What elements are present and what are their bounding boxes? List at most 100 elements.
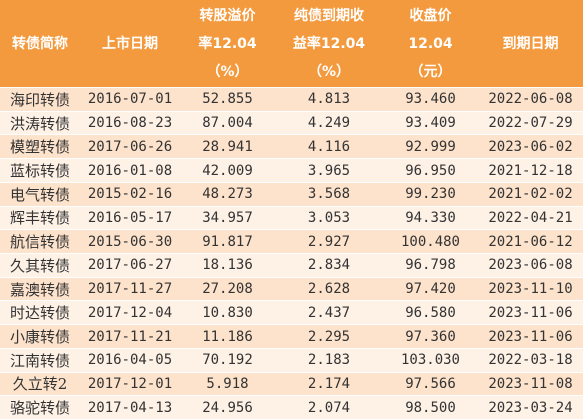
maturity-date-cell: 2021-06-12 [488,233,573,250]
header-ytm-line: 纯债到期收 [294,7,364,24]
close-price-cell: 93.460 [405,91,456,108]
listing-date-cell: 2017-12-04 [87,304,173,321]
listing-date-cell: 2016-04-05 [87,352,173,369]
listing-date-cell: 2016-05-17 [87,209,173,226]
header-close-price-line: （元） [409,63,452,80]
header-close-price-line: 12.04 [408,35,453,52]
table-row: 辉丰转债 2016-05-17 34.957 3.053 94.330 2022-04-2… [0,205,583,230]
bond-name-cell: 嘉澳转债 [9,280,70,299]
ytm-cell: 2.927 [307,233,351,250]
close-price-cell: 97.360 [405,328,456,345]
bond-name-cell: 骆驼转债 [9,399,70,418]
ytm-cell: 4.116 [307,138,351,155]
close-price-cell: 98.500 [405,399,456,416]
maturity-date-cell: 2023-11-06 [488,328,573,345]
header-close-price: 收盘价 12.04 （元） [383,0,478,87]
ytm-cell: 2.174 [307,375,351,392]
conversion-premium-cell: 34.957 [202,209,253,226]
maturity-date-cell: 2022-03-18 [488,352,573,369]
listing-date-cell: 2017-11-27 [87,281,173,298]
close-price-cell: 97.420 [405,281,456,298]
ytm-cell: 2.295 [307,328,351,345]
table-row: 时达转债 2017-12-04 10.830 2.437 96.580 2023-11-0… [0,300,583,325]
header-close-price-line: 收盘价 [409,7,452,24]
header-maturity-date: 到期日期 [478,0,583,87]
ytm-cell: 3.965 [307,162,351,179]
table-row: 航信转债 2015-06-30 91.817 2.927 100.480 2021-06-… [0,229,583,254]
conversion-premium-cell: 27.208 [202,281,253,298]
header-conversion-premium: 转股溢价率12.04 （%） [180,0,275,87]
bond-name-cell: 久立转2 [12,375,68,394]
header-bond-name-line: 转债简称 [12,35,68,52]
listing-date-cell: 2017-12-01 [87,375,173,392]
listing-date-cell: 2015-06-30 [87,233,173,250]
header-conversion-premium-line: 率12.04 [198,35,257,52]
maturity-date-cell: 2023-11-08 [488,375,573,392]
ytm-cell: 3.568 [307,186,351,203]
listing-date-cell: 2016-08-23 [87,115,173,132]
maturity-date-cell: 2021-02-02 [488,186,573,203]
listing-date-cell: 2016-07-01 [87,91,173,108]
listing-date-cell: 2017-06-27 [87,257,173,274]
conversion-premium-cell: 10.830 [202,304,253,321]
header-ytm-line: （%） [307,63,351,80]
close-price-cell: 103.030 [400,352,460,369]
maturity-date-cell: 2022-07-29 [488,115,573,132]
conversion-premium-cell: 91.817 [202,233,253,250]
table-body: 海印转债 2016-07-01 52.855 4.813 93.460 2022-06-0… [0,87,583,419]
close-price-cell: 94.330 [405,209,456,226]
close-price-cell: 97.566 [405,375,456,392]
conversion-premium-cell: 87.004 [202,115,253,132]
table-row: 海印转债 2016-07-01 52.855 4.813 93.460 2022-06-0… [0,87,583,111]
header-conversion-premium-line: 转股溢价 [199,7,256,24]
conversion-premium-cell: 42.009 [202,162,253,179]
ytm-cell: 2.628 [307,281,351,298]
bond-name-cell: 模塑转债 [9,138,70,157]
ytm-cell: 2.834 [307,257,351,274]
maturity-date-cell: 2022-04-21 [488,209,573,226]
bond-name-cell: 久其转债 [9,256,70,275]
bond-name-cell: 蓝标转债 [9,162,70,181]
table-row: 久其转债 2017-06-27 18.136 2.834 96.798 2023-06-0… [0,253,583,277]
ytm-cell: 2.437 [307,304,351,321]
header-listing-date-line: 上市日期 [102,35,158,52]
listing-date-cell: 2017-11-21 [87,328,173,345]
bond-name-cell: 电气转债 [9,185,70,204]
ytm-cell: 4.813 [307,91,351,108]
close-price-cell: 96.580 [405,304,456,321]
header-ytm-line: 益率12.04 [292,35,366,52]
bond-name-cell: 海印转债 [9,90,70,109]
table-header: 转债简称 上市日期 转股溢价率12.04 （%） 纯债到期收益率12.04 （%） 收盘价 1… [0,0,583,87]
table-row: 嘉澳转债 2017-11-27 27.208 2.628 97.420 2023-11-1… [0,276,583,301]
header-conversion-premium-line: （%） [206,63,249,80]
table-row: 小康转债 2017-11-21 11.186 2.295 97.360 2023-11-0… [0,324,583,348]
conversion-premium-cell: 18.136 [202,257,253,274]
maturity-date-cell: 2021-12-18 [488,162,573,179]
conversion-premium-cell: 11.186 [202,328,253,345]
close-price-cell: 99.230 [405,186,456,203]
header-ytm: 纯债到期收益率12.04 （%） [275,0,383,87]
maturity-date-cell: 2023-03-24 [488,399,573,416]
ytm-cell: 2.183 [307,352,351,369]
listing-date-cell: 2016-01-08 [87,162,173,179]
conversion-premium-cell: 5.918 [206,375,249,392]
table-row: 洪涛转债 2016-08-23 87.004 4.249 93.409 2022-07-2… [0,110,583,135]
table-row: 骆驼转债 2017-04-13 24.956 2.074 98.500 2023-03-2… [0,395,583,419]
bond-name-cell: 江南转债 [9,351,70,370]
maturity-date-cell: 2023-11-10 [488,281,573,298]
bond-name-cell: 辉丰转债 [9,209,70,228]
maturity-date-cell: 2023-06-08 [488,257,573,274]
bond-name-cell: 小康转债 [9,328,70,347]
bond-name-cell: 航信转债 [9,233,70,252]
header-listing-date: 上市日期 [80,0,180,87]
listing-date-cell: 2017-06-26 [87,138,173,155]
bond-name-cell: 洪涛转债 [9,114,70,133]
close-price-cell: 96.950 [405,162,456,179]
table-row: 电气转债 2015-02-16 48.273 3.568 99.230 2021-02-0… [0,181,583,206]
bond-name-cell: 时达转债 [9,304,70,323]
maturity-date-cell: 2023-11-06 [488,304,573,321]
close-price-cell: 100.480 [400,233,460,250]
conversion-premium-cell: 52.855 [202,91,253,108]
listing-date-cell: 2015-02-16 [87,186,173,203]
maturity-date-cell: 2022-06-08 [488,91,573,108]
